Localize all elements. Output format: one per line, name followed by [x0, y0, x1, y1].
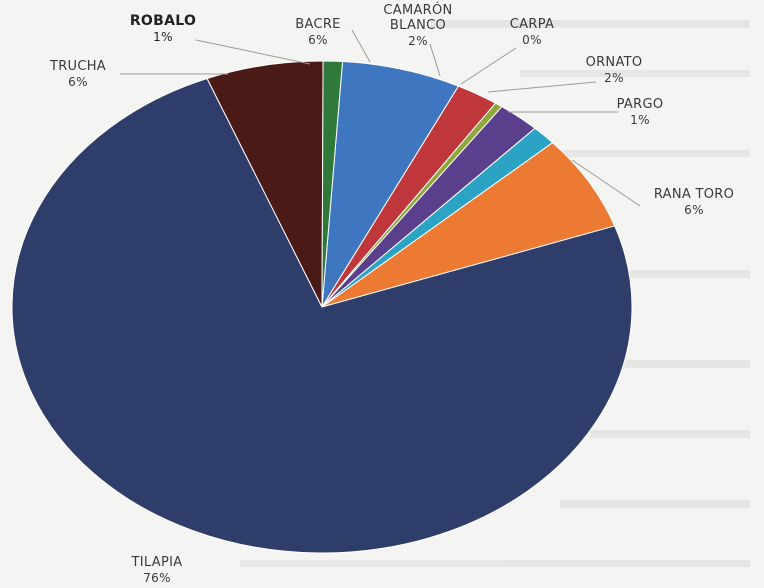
- leader-line: [487, 81, 597, 93]
- slice-label: BACRE 6%: [295, 17, 340, 47]
- slice-label-percent: 1%: [630, 113, 650, 127]
- leader-line: [195, 39, 311, 65]
- slice-label: ORNATO 2%: [586, 55, 643, 85]
- slice-label-percent: 6%: [684, 203, 704, 217]
- leader-line: [460, 47, 517, 85]
- slice-label-name: ORNATO: [586, 55, 643, 70]
- leader-line: [351, 29, 371, 63]
- leader-line: [429, 43, 441, 77]
- slice-label: CARPA 0%: [510, 17, 554, 47]
- slice-label-percent: 2%: [604, 71, 624, 85]
- leader-lines: [120, 29, 641, 207]
- slice-label-percent: 6%: [308, 33, 328, 47]
- slice-label-name: BACRE: [295, 17, 340, 32]
- leader-line: [571, 159, 641, 207]
- background-texture: [240, 20, 750, 567]
- slice-label: ROBALO 1%: [130, 13, 196, 44]
- pie-slice-bacre: [321, 61, 460, 308]
- slice-label: TRUCHA 6%: [49, 59, 106, 89]
- slice-label-percent: 1%: [153, 30, 173, 44]
- pie-slices: [11, 60, 633, 554]
- slice-label-name: PARGO: [617, 97, 664, 112]
- slice-labels: BACRE 6%CAMARÓN BLANCO 2%CARPA 0%ORNATO 2%PAR…: [49, 2, 734, 585]
- pie-slice-robalo: [321, 60, 344, 308]
- slice-label-percent: 76%: [143, 571, 171, 585]
- slice-label-percent: 6%: [68, 75, 88, 89]
- pie-slice-tilapia: [11, 77, 633, 554]
- slice-label-name: TILAPIA: [131, 555, 183, 570]
- pie-slice-rana-toro: [321, 142, 616, 308]
- slice-label-name: CAMARÓN: [383, 2, 452, 18]
- slice-label-percent: 0%: [522, 33, 542, 47]
- slice-label: TILAPIA 76%: [131, 555, 183, 585]
- slice-label-name: ROBALO: [130, 13, 196, 29]
- slice-label-name: RANA TORO: [654, 187, 734, 202]
- slice-label-percent: 2%: [408, 34, 428, 48]
- slice-label: RANA TORO 6%: [654, 187, 734, 217]
- slice-label: PARGO 1%: [617, 97, 664, 127]
- slice-label: CAMARÓN BLANCO 2%: [383, 2, 452, 48]
- slice-label-name: TRUCHA: [49, 59, 106, 74]
- slice-label-name: BLANCO: [390, 18, 446, 33]
- pie-slice-trucha: [206, 60, 324, 308]
- slice-label-name: CARPA: [510, 17, 554, 32]
